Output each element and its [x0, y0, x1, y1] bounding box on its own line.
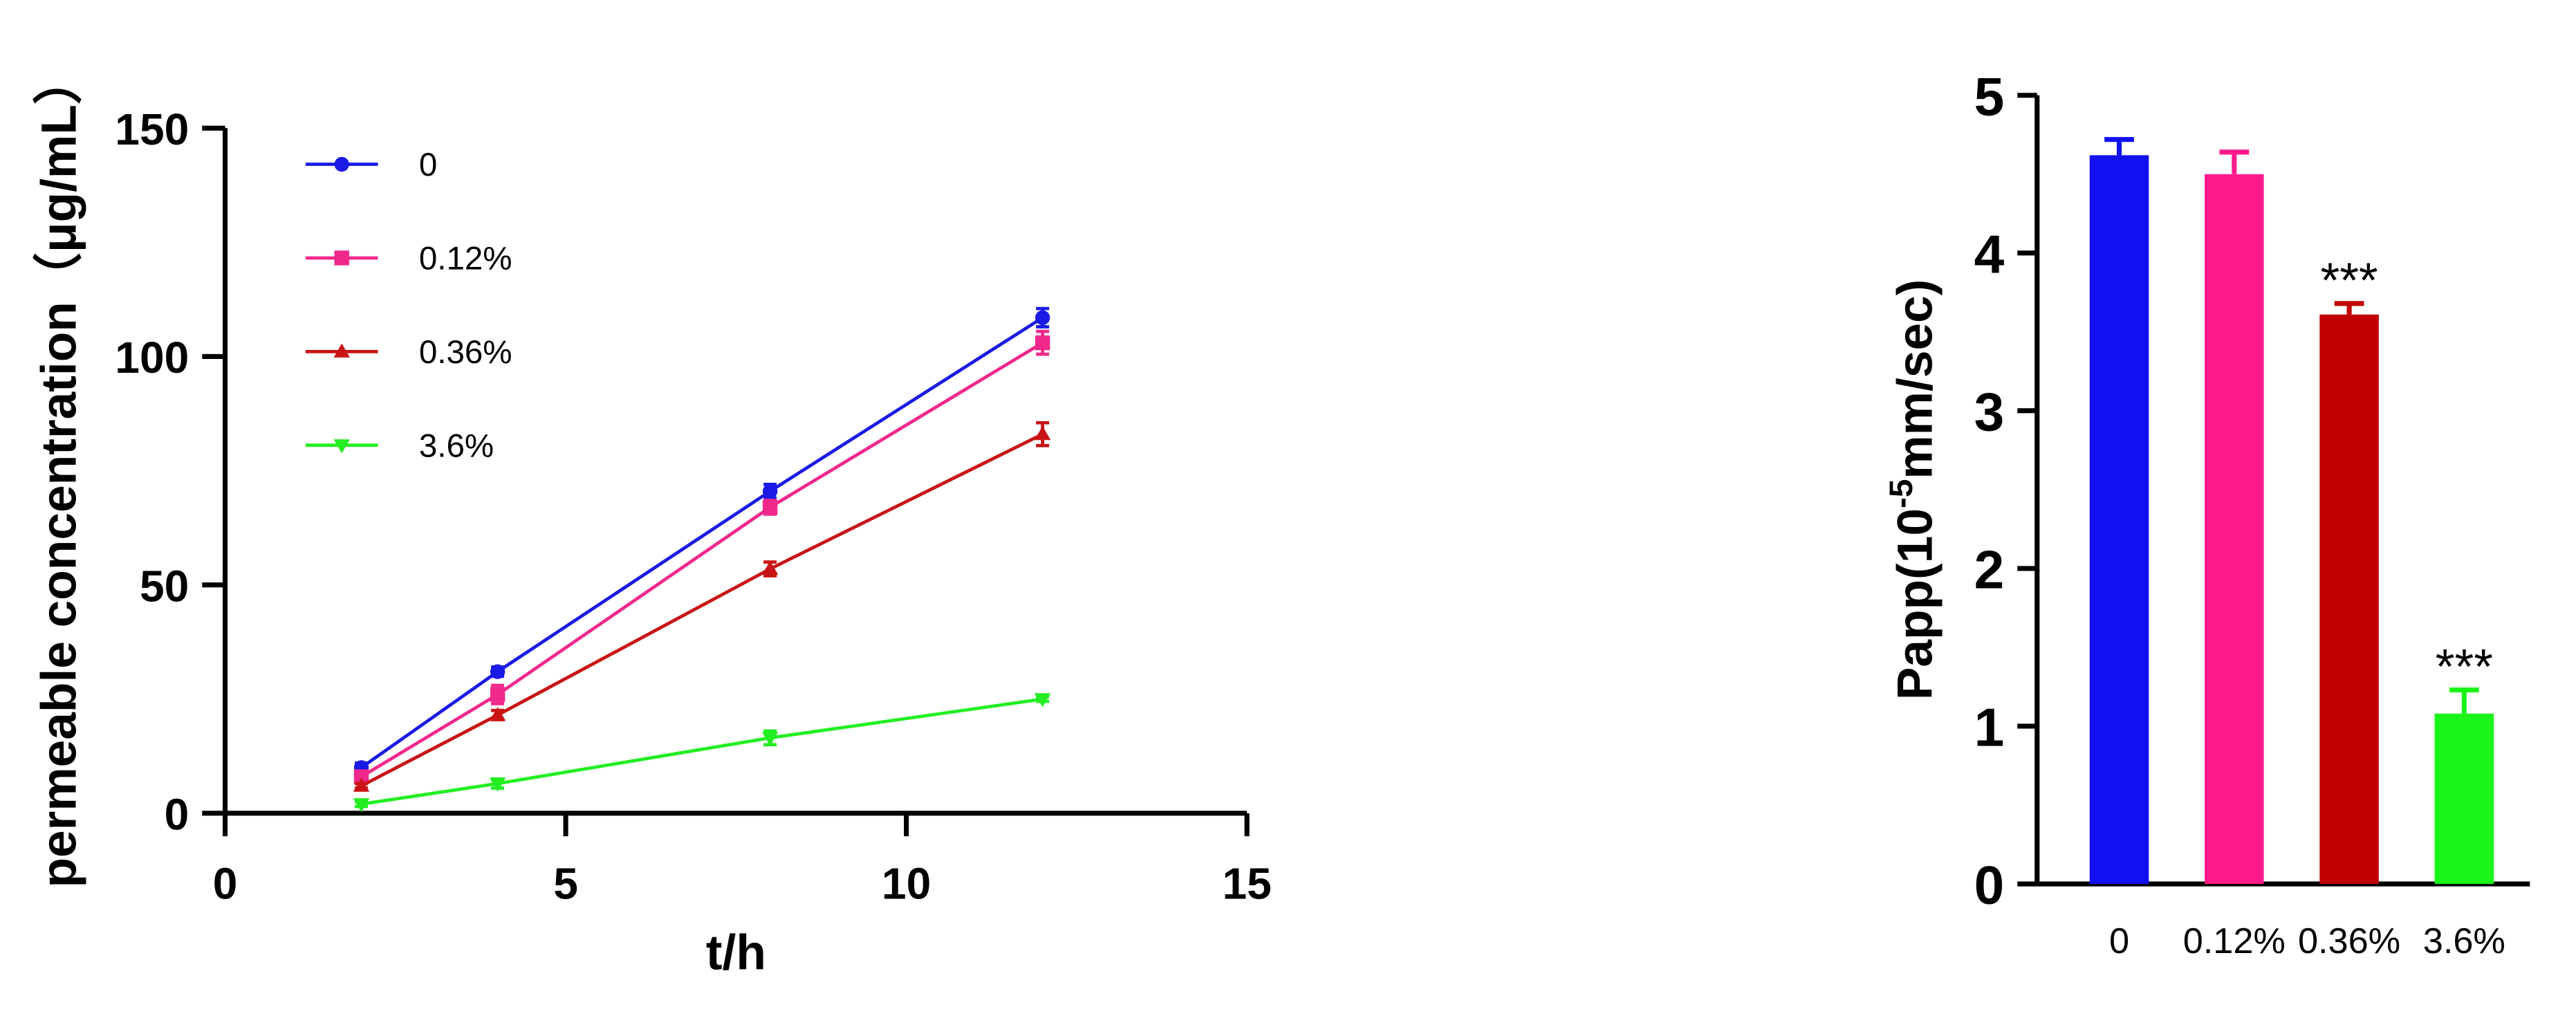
x-tick-label: 3.6% [2423, 921, 2505, 961]
marker [333, 439, 350, 454]
marker [1035, 335, 1050, 351]
series-line [360, 316, 1044, 769]
series-line [361, 697, 1043, 806]
bar [2089, 155, 2149, 885]
x-tick-label: 0 [213, 858, 238, 908]
marker [334, 156, 349, 172]
marker [490, 687, 506, 702]
marker [353, 769, 369, 784]
marker [1035, 310, 1050, 326]
x-tick-label: 0.12% [2183, 921, 2286, 961]
marker [334, 250, 349, 266]
marker [762, 499, 778, 515]
x-tick-label: 0 [2109, 921, 2129, 961]
legend-label: 3.6% [419, 427, 494, 464]
marker [353, 777, 370, 792]
error-bar [2334, 301, 2364, 315]
series-line [360, 341, 1044, 779]
y-tick-label: 0 [165, 790, 189, 840]
marker [761, 732, 779, 746]
y-axis-label: Papp(10-5mm/sec) [1883, 279, 1943, 701]
x-axis-label: t/h [706, 925, 766, 981]
y-label-exponent: -5 [1883, 479, 1920, 508]
y-tick-label: 1 [1974, 696, 2005, 757]
marker [1034, 425, 1051, 441]
legend-label: 0 [419, 147, 437, 183]
y-tick-label: 0 [1974, 855, 2005, 916]
y-tick-label: 100 [115, 333, 189, 382]
series-line [360, 432, 1044, 788]
significance-label: *** [2436, 639, 2493, 694]
y-label-base: Papp(10 [1888, 508, 1943, 700]
y-tick-label: 50 [140, 561, 189, 611]
significance-label: *** [2320, 252, 2378, 308]
legend-label: 0.36% [419, 334, 512, 371]
x-tick-label: 15 [1222, 858, 1271, 908]
error-bar [2449, 687, 2479, 714]
y-tick-label: 150 [115, 104, 189, 154]
error-bar [2104, 137, 2134, 156]
marker [489, 777, 506, 792]
marker [1034, 693, 1051, 708]
x-tick-label: 0.36% [2298, 921, 2400, 961]
marker [333, 343, 350, 358]
y-axis-label: permeable concentration（μg/mL） [31, 55, 86, 888]
marker [762, 483, 778, 499]
marker [489, 707, 506, 721]
bar [2319, 314, 2379, 885]
x-tick-label: 10 [882, 858, 931, 908]
marker [761, 560, 779, 575]
x-tick-label: 5 [553, 858, 578, 908]
y-tick-label: 5 [1974, 66, 2005, 127]
error-bar [2219, 149, 2250, 174]
bar [2205, 174, 2264, 885]
y-tick-label: 3 [1974, 381, 2005, 442]
y-tick-label: 2 [1974, 539, 2005, 600]
bar [2434, 713, 2494, 885]
marker [353, 798, 370, 813]
y-label-unit: mm/sec) [1888, 279, 1943, 479]
marker [490, 664, 506, 679]
legend-label: 0.12% [419, 241, 512, 277]
y-tick-label: 4 [1974, 223, 2005, 284]
